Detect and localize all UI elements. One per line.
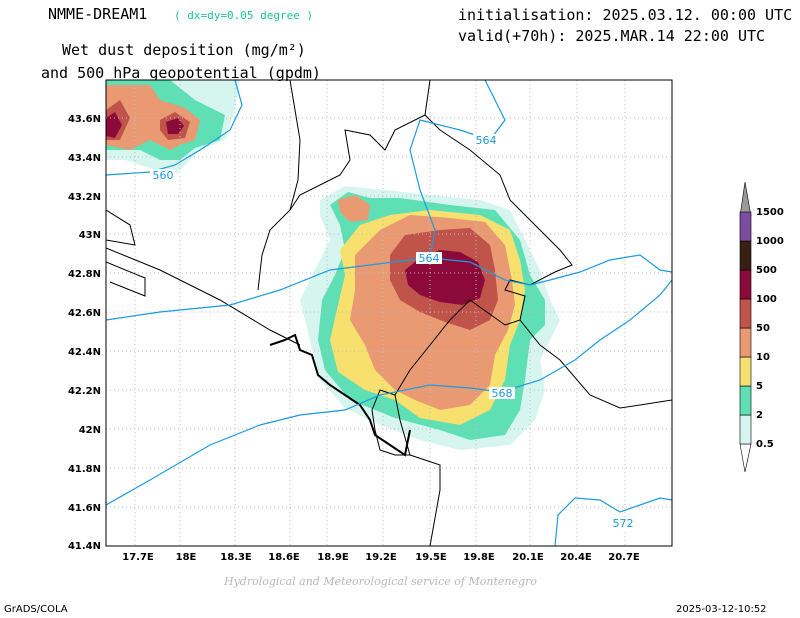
map-grid (106, 80, 672, 546)
colorbar-swatch (739, 327, 752, 358)
colorbar-swatch (739, 269, 752, 300)
model-name: NMME-DREAM1 (48, 5, 148, 23)
footer-left: GrADS/COLA (4, 604, 68, 615)
lat-label: 43.6N (68, 114, 101, 125)
lat-label: 42.2N (68, 386, 101, 397)
colorbar-swatch (739, 414, 752, 445)
lat-axis: 43.6N 43.4N 43.2N 43N 42.8N 42.6N 42.4N … (68, 114, 101, 552)
lat-label: 42.8N (68, 269, 101, 280)
lat-label: 43.2N (68, 192, 101, 203)
lat-label: 43N (79, 230, 101, 241)
lon-label: 17.7E (122, 552, 154, 563)
colorbar-label: 1500 (756, 207, 784, 218)
lon-label: 20.1E (512, 552, 544, 563)
contour-labels: 560 564 564 568 572 (150, 134, 636, 530)
lon-label: 18.9E (317, 552, 349, 563)
dust-band-100-nw (106, 112, 184, 138)
lat-label: 42.6N (68, 308, 101, 319)
lon-label: 19.2E (365, 552, 397, 563)
dust-band-10-blob (338, 195, 370, 222)
resolution-note: ( dx=dy=0.05 degree ) (174, 9, 314, 22)
lon-label: 19.8E (463, 552, 495, 563)
lon-label: 18E (176, 552, 197, 563)
colorbar-top-arrow (739, 181, 752, 217)
colorbar-swatch (739, 356, 752, 387)
colorbar-label: 500 (756, 265, 777, 276)
colorbar: 0.5 2 5 10 50 100 500 1000 1500 (739, 181, 784, 473)
field-title-line2: and 500 hPa geopotential (gpdm) (41, 64, 321, 82)
init-time: initialisation: 2025.03.12. 00:00 UTC (458, 6, 793, 24)
montenegro-coast (269, 333, 411, 457)
contour-label-560: 560 (153, 169, 174, 182)
contour-label-572: 572 (613, 517, 634, 530)
lat-label: 41.4N (68, 541, 101, 552)
lon-axis: 17.7E 18E 18.3E 18.6E 18.9E 19.2E 19.5E … (122, 552, 640, 563)
map-frame (105, 79, 673, 547)
colorbar-swatch (739, 298, 752, 329)
lat-label: 43.4N (68, 153, 101, 164)
lat-label: 41.8N (68, 464, 101, 475)
lon-label: 19.5E (415, 552, 447, 563)
valid-time: valid(+70h): 2025.MAR.14 22:00 UTC (458, 27, 766, 45)
field-title-line1: Wet dust deposition (mg/m²) (62, 41, 306, 59)
colorbar-label: 1000 (756, 236, 784, 247)
colorbar-label: 5 (756, 381, 763, 392)
colorbar-label: 100 (756, 294, 777, 305)
lon-label: 18.6E (268, 552, 300, 563)
colorbar-label: 0.5 (756, 439, 774, 450)
colorbar-label: 50 (756, 323, 770, 334)
footer-right: 2025-03-12-10:52 (676, 604, 767, 615)
lon-label: 20.7E (608, 552, 640, 563)
colorbar-label: 10 (756, 352, 770, 363)
country-borders (106, 80, 672, 546)
lat-label: 42N (79, 425, 101, 436)
colorbar-swatch (739, 211, 752, 242)
contour-label-568: 568 (492, 387, 513, 400)
credit-text: Hydrological and Meteorological service … (224, 575, 537, 588)
lat-label: 42.4N (68, 347, 101, 358)
geopotential-contours (105, 79, 673, 547)
contour-label-564-north: 564 (476, 134, 497, 147)
lat-label: 41.6N (68, 503, 101, 514)
colorbar-swatch (739, 385, 752, 416)
lon-label: 20.4E (560, 552, 592, 563)
colorbar-swatch (739, 240, 752, 271)
contour-label-564-center: 564 (419, 252, 440, 265)
colorbar-label: 2 (756, 410, 763, 421)
lon-label: 18.3E (220, 552, 252, 563)
colorbar-bottom-arrow (739, 443, 752, 473)
